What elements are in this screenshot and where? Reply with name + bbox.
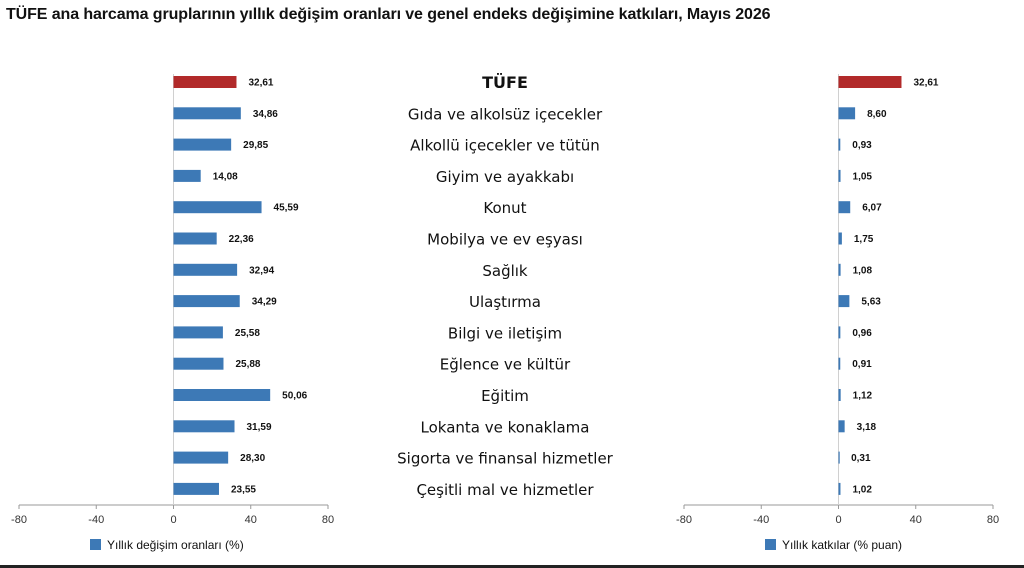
change-value-label: 29,85	[243, 140, 268, 151]
change-bar	[173, 389, 271, 401]
contribution-value-label: 0,31	[851, 453, 871, 464]
contribution-tick-label: 40	[910, 514, 922, 526]
contribution-bar	[838, 107, 856, 120]
contribution-legend-swatch	[765, 539, 776, 550]
contribution-tick-label: -40	[753, 514, 769, 526]
change-tick-label: -80	[11, 514, 27, 526]
change-bar	[173, 138, 232, 151]
change-bar	[173, 482, 219, 495]
category-label: Sağlık	[482, 262, 528, 280]
contribution-value-label: 5,63	[861, 297, 881, 308]
category-label-headline: TÜFE	[482, 73, 528, 92]
contribution-bar	[838, 169, 841, 182]
contribution-value-label: 1,05	[853, 171, 873, 182]
change-value-label: 25,88	[235, 359, 260, 370]
category-label: Konut	[483, 199, 526, 217]
contribution-bar	[838, 232, 842, 245]
change-value-label: 14,08	[213, 171, 238, 182]
contribution-bar	[838, 76, 902, 88]
right-panel-contributions: -80 -40 0 40 80 32,61 8,60 0,93 1,05 6,07 1,75 1,08…	[676, 74, 999, 552]
contribution-value-label: 1,08	[853, 265, 873, 276]
contribution-value-label: 3,18	[857, 422, 877, 433]
contribution-bar	[838, 201, 851, 214]
change-legend-swatch	[90, 539, 101, 550]
contribution-bar	[838, 420, 845, 433]
contribution-bar	[838, 326, 841, 339]
category-label: Giyim ve ayakkabı	[436, 168, 574, 186]
change-value-label: 25,58	[235, 328, 260, 339]
contribution-value-label: 0,96	[852, 328, 872, 339]
contribution-bar	[838, 389, 841, 401]
contribution-value-label: 6,07	[862, 203, 882, 214]
contribution-value-label: 1,75	[854, 234, 874, 245]
contribution-value-label: 0,93	[852, 140, 872, 151]
change-bar	[173, 263, 238, 276]
contribution-value-label: 32,61	[913, 78, 938, 89]
change-bar	[173, 357, 224, 370]
change-value-label: 45,59	[274, 203, 299, 214]
change-bar	[173, 451, 229, 464]
category-label: Çeşitli mal ve hizmetler	[416, 481, 594, 499]
contribution-value-label: 1,02	[852, 484, 872, 495]
contribution-value-label: 8,60	[867, 109, 887, 120]
change-tick-label: -40	[88, 514, 104, 526]
change-bar	[173, 326, 223, 339]
change-value-label: 34,86	[253, 109, 278, 120]
change-legend-label: Yıllık değişim oranları (%)	[107, 538, 244, 552]
change-bar	[173, 76, 237, 88]
contribution-tick-label: 80	[987, 514, 999, 526]
contribution-tick-label: 0	[835, 514, 841, 526]
contribution-bar	[838, 357, 841, 370]
change-tick-label: 0	[170, 514, 176, 526]
change-tick-label: 80	[322, 514, 334, 526]
category-label: Lokanta ve konaklama	[421, 418, 590, 436]
change-value-label: 23,55	[231, 484, 256, 495]
change-bar	[173, 420, 235, 433]
chart-title: TÜFE ana harcama gruplarının yıllık deği…	[6, 6, 771, 23]
contribution-bar	[838, 482, 841, 495]
change-bar	[173, 232, 217, 245]
contribution-bar	[838, 263, 841, 276]
change-tick-label: 40	[245, 514, 257, 526]
bottom-border	[0, 565, 1024, 568]
category-label: Mobilya ve ev eşyası	[427, 231, 583, 249]
change-value-label: 31,59	[247, 422, 272, 433]
category-label: Eğitim	[481, 387, 529, 405]
left-panel-annual-change: -80 -40 0 40 80 32,61 34,86 29,85 14,08 45,59 22,3…	[11, 74, 334, 552]
contribution-value-label: 0,91	[852, 359, 872, 370]
category-label: Ulaştırma	[469, 293, 541, 311]
category-label: Eğlence ve kültür	[440, 356, 571, 374]
change-bar	[173, 107, 241, 120]
category-label: Sigorta ve finansal hizmetler	[397, 450, 614, 468]
category-label: Gıda ve alkolsüz içecekler	[408, 105, 603, 123]
change-bar	[173, 169, 201, 182]
change-bar	[173, 295, 240, 308]
contribution-value-label: 1,12	[853, 391, 873, 402]
contribution-bar	[838, 451, 840, 464]
change-value-label: 22,36	[229, 234, 254, 245]
contribution-bar	[838, 138, 841, 151]
category-label: Bilgi ve iletişim	[448, 324, 562, 342]
change-value-label: 28,30	[240, 453, 265, 464]
contribution-bar	[838, 295, 850, 308]
change-value-label: 34,29	[252, 297, 277, 308]
change-value-label: 50,06	[282, 391, 307, 402]
change-value-label: 32,94	[249, 265, 274, 276]
contribution-tick-label: -80	[676, 514, 692, 526]
category-labels: TÜFE Gıda ve alkolsüz içecekler Alkollü iç…	[397, 73, 614, 499]
contribution-legend-label: Yıllık katkılar (% puan)	[782, 538, 902, 552]
change-value-label: 32,61	[248, 78, 273, 89]
category-label: Alkollü içecekler ve tütün	[410, 137, 600, 155]
change-bar	[173, 201, 262, 214]
